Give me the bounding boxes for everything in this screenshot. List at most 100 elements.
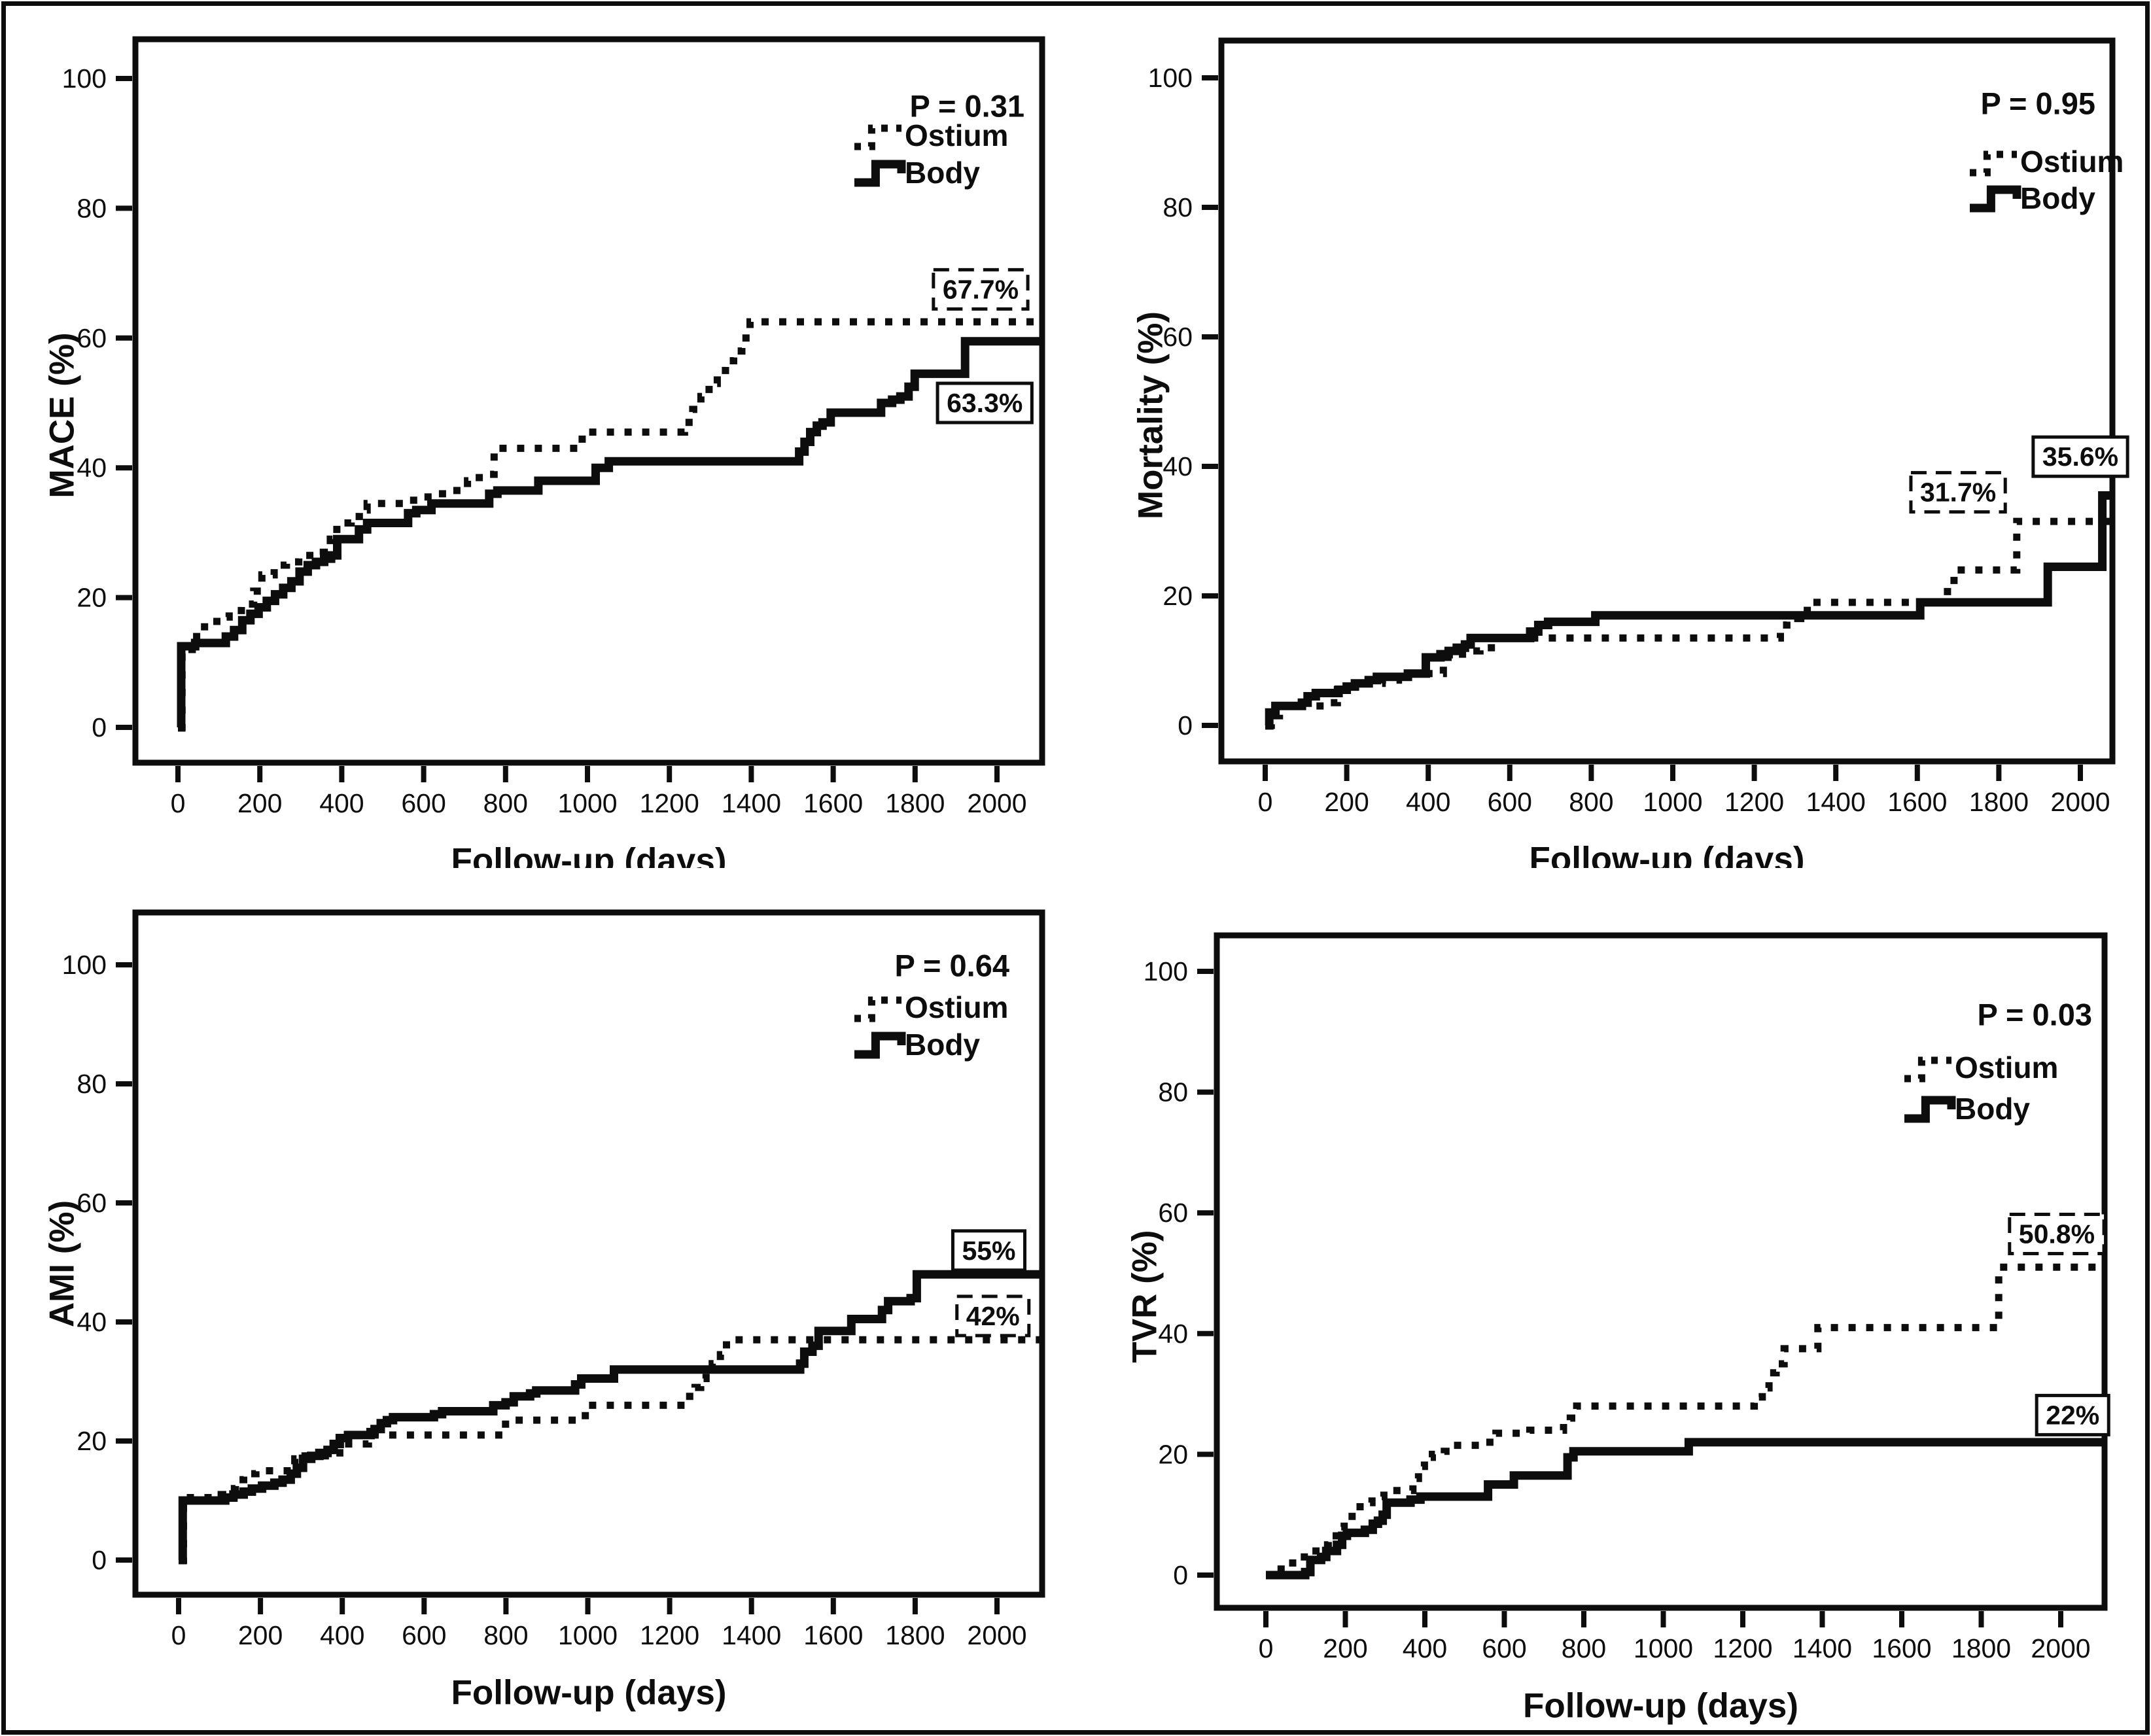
end-label-text: 31.7% [1920,477,1996,508]
legend-item-label: Body [905,156,980,190]
y-axis-title: TVR (%) [1126,1230,1164,1363]
legend-item-label: Body [905,1028,980,1062]
y-tick-label: 100 [1144,956,1188,986]
legend-solid-marker-icon [854,160,906,187]
tvr-chart: 0 200 400 600 800 1000 1200 1400 1600 1800 2000 0 20… [1126,932,2110,1726]
y-axis-title: AMI (%) [43,1200,82,1327]
y-tick-label: 0 [1173,1560,1188,1590]
x-tick-label: 1400 [722,1620,781,1650]
end-label-box: 35.6% [2031,435,2129,478]
x-tick-label: 800 [483,788,528,818]
x-tick-label: 400 [319,788,364,818]
y-tick-label: 20 [77,583,107,613]
x-tick-label: 1800 [885,788,945,818]
p-value-label: P = 0.95 [1980,86,2095,121]
legend-dotted-marker-icon [1970,150,2017,177]
plot-frame [132,36,1045,766]
x-axis-title: Follow-up (days) [451,842,726,869]
ostium-curve [1265,517,2112,729]
x-tick-label: 800 [1562,1633,1606,1663]
x-tick-label: 0 [171,1620,186,1650]
y-tick-label: 80 [77,193,107,223]
x-tick-label: 200 [1324,787,1369,817]
y-axis-title: Mortality (%) [1132,311,1170,519]
y-tick-label: 20 [77,1426,107,1456]
x-tick-label: 600 [1482,1633,1526,1663]
x-tick-label: 1000 [1643,787,1702,817]
x-tick-label: 1800 [1969,787,2029,817]
x-tick-label: 1400 [1792,1633,1852,1663]
x-tick-label: 2000 [2050,787,2110,817]
x-tick-label: 1200 [640,788,699,818]
y-tick-label: 80 [1158,1077,1188,1107]
y-tick-label: 80 [1163,192,1193,222]
legend-solid-marker-icon [854,1032,906,1059]
body-curve [178,1270,1042,1565]
y-tick-label: 100 [1148,63,1193,93]
plot-frame [1218,37,2116,765]
legend-item-label: Body [1955,1092,2030,1126]
x-tick-label: 1000 [1634,1633,1693,1663]
y-tick-label: 40 [1158,1319,1188,1349]
y-tick-label: 60 [77,1188,107,1218]
legend-item-label: Body [2020,181,2095,215]
legend-solid-marker-icon [1904,1096,1956,1123]
plot-frame [1214,932,2108,1611]
legend-item-label: Ostium [905,990,1008,1024]
y-tick-label: 0 [92,1545,107,1575]
legend-item-label: Ostium [905,118,1008,152]
end-label-box: 22% [2035,1393,2110,1436]
x-tick-label: 1600 [803,1620,863,1650]
end-label-box: 50.8% [2008,1213,2106,1256]
x-tick-label: 200 [237,788,282,818]
end-label-text: 22% [2046,1400,2099,1430]
end-label-text: 63.3% [947,388,1023,418]
end-label-box: 42% [955,1294,1031,1338]
end-label-box: 55% [951,1229,1027,1272]
body-curve [1265,491,2112,730]
y-tick-label: 60 [1158,1198,1188,1228]
y-tick-label: 40 [77,1307,107,1337]
x-tick-label: 1200 [1713,1633,1772,1663]
y-tick-label: 20 [1158,1439,1188,1469]
y-tick-label: 100 [62,63,107,94]
x-tick-label: 800 [483,1620,528,1650]
x-tick-label: 1000 [557,788,617,818]
body-curve [1266,1438,2105,1580]
panel-mortality: 0 200 400 600 800 1000 1200 1400 1600 1800 2000 0 20… [1076,0,2151,868]
x-tick-label: 2000 [967,1620,1026,1650]
x-tick-label: 1000 [558,1620,618,1650]
x-tick-label: 0 [171,788,186,818]
end-label-frame [2035,1393,2110,1436]
end-label-box: 63.3% [936,381,1034,425]
x-tick-label: 400 [320,1620,364,1650]
legend-item-label: Ostium [2020,145,2124,179]
x-tick-label: 1600 [1887,787,1947,817]
ostium-curve [1266,1263,2105,1579]
panel-tvr: 0 200 400 600 800 1000 1200 1400 1600 1800 2000 0 20… [1076,868,2151,1736]
legend-dotted-marker-icon [1904,1056,1951,1083]
x-tick-label: 2000 [2031,1633,2090,1663]
plot-frame [132,909,1045,1598]
end-label-box: 31.7% [1909,471,2007,514]
p-value-label: P = 0.64 [894,948,1009,983]
x-tick-label: 2000 [967,788,1026,818]
panel-ami: 0 200 400 600 800 1000 1200 1400 1600 1800 2000 0 20… [0,868,1076,1736]
end-label-text: 35.6% [2042,442,2118,472]
x-tick-label: 800 [1569,787,1613,817]
panel-mace: 0 200 400 600 800 1000 1200 1400 1600 1800 2000 0 20… [0,0,1076,868]
y-tick-label: 0 [92,712,107,742]
x-axis-title: Follow-up (days) [1529,841,1804,869]
ostium-curve [178,318,1042,731]
y-tick-label: 0 [1178,710,1193,740]
end-label-text: 55% [962,1236,1015,1266]
end-label-frame [936,381,1034,425]
x-tick-label: 400 [1403,1633,1447,1663]
y-tick-label: 40 [77,453,107,483]
x-tick-label: 600 [401,788,446,818]
x-tick-label: 1800 [885,1620,945,1650]
x-tick-label: 600 [1488,787,1532,817]
x-tick-label: 1400 [722,788,781,818]
y-tick-label: 20 [1163,581,1193,611]
